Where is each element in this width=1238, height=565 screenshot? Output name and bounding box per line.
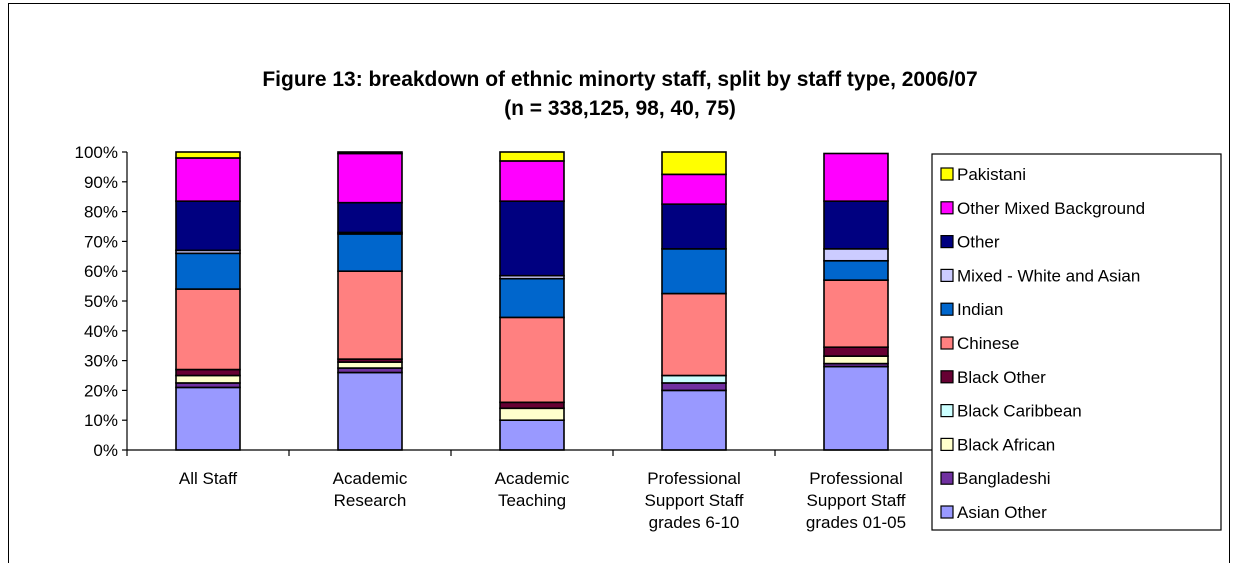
bar-segment-bangladeshi-4	[661, 382, 727, 392]
bar-segment-black-other-3	[499, 401, 565, 410]
bar-segment-chinese-5	[823, 279, 889, 348]
x-category-label: All Staff	[179, 469, 238, 488]
bar-segment-pakistani-1	[175, 151, 241, 159]
x-category-label: Professional	[647, 469, 741, 488]
legend-label-asian-other: Asian Other	[957, 503, 1047, 522]
y-tick-label: 40%	[84, 322, 118, 341]
bar-segment-black-other-1	[175, 368, 241, 377]
y-tick-label: 20%	[84, 381, 118, 400]
bar-segment-other-mixed-background-1	[175, 157, 241, 202]
bar-segment-chinese-4	[661, 292, 727, 377]
bar-segment-indian-1	[175, 252, 241, 290]
bar-segment-asian-other-2	[337, 371, 403, 451]
plot-area	[175, 151, 889, 451]
bar-segment-other-1	[175, 200, 241, 252]
y-tick-label: 90%	[84, 173, 118, 192]
y-tick-label: 50%	[84, 292, 118, 311]
x-category-label: Research	[334, 491, 407, 510]
legend-swatch-bangladeshi	[940, 471, 954, 485]
bar-segment-other-3	[499, 200, 565, 277]
bar-segment-pakistani-4	[661, 151, 727, 176]
chart-title: Figure 13: breakdown of ethnic minorty s…	[262, 68, 977, 91]
bar-segment-other-5	[823, 200, 889, 250]
x-category-label: Support Staff	[645, 491, 744, 510]
legend-label-indian: Indian	[957, 300, 1003, 319]
y-tick-label: 60%	[84, 262, 118, 281]
bar-segment-indian-2	[337, 233, 403, 272]
bar-segment-indian-4	[661, 248, 727, 295]
bar-segment-chinese-2	[337, 270, 403, 360]
legend-swatch-indian	[940, 302, 954, 316]
legend-swatch-chinese	[940, 336, 954, 350]
bar-segment-other-mixed-background-4	[661, 173, 727, 205]
legend-swatch-black-caribbean	[940, 404, 954, 418]
x-category-label: grades 6-10	[649, 513, 740, 532]
bar-segment-other-mixed-background-5	[823, 152, 889, 202]
legend-swatch-other-mixed-background	[940, 201, 954, 215]
bar-segment-pakistani-2	[337, 151, 403, 155]
x-category-label: Academic	[333, 469, 408, 488]
y-tick-label: 10%	[84, 411, 118, 430]
y-tick-label: 30%	[84, 352, 118, 371]
bar-segment-black-african-2	[337, 361, 403, 369]
legend-label-black-caribbean: Black Caribbean	[957, 402, 1082, 421]
bar-segment-chinese-1	[175, 288, 241, 371]
legend-label-other-mixed-background: Other Mixed Background	[957, 199, 1145, 218]
legend-label-bangladeshi: Bangladeshi	[957, 469, 1051, 488]
chart-frame: Figure 13: breakdown of ethnic minorty s…	[8, 3, 1230, 563]
x-category-label: Teaching	[498, 491, 566, 510]
y-tick-label: 100%	[75, 143, 118, 162]
legend: Pakistani Other Mixed Background Other Mixe…	[931, 153, 1222, 531]
bar-segment-chinese-3	[499, 316, 565, 404]
bar-segment-black-caribbean-4	[661, 374, 727, 384]
axes: 0% 10% 20% 30% 40% 50% 60% 70% 80% 90% 100% All Sta…	[75, 143, 938, 532]
bar-segment-indian-3	[499, 277, 565, 319]
bar-segment-black-african-5	[823, 355, 889, 365]
legend-box	[931, 153, 1222, 531]
bar-segment-pakistani-3	[499, 151, 565, 162]
bar-segment-black-african-1	[175, 374, 241, 384]
legend-label-other: Other	[957, 233, 1000, 252]
bar-segment-other-mixed-background-2	[337, 152, 403, 204]
legend-label-chinese: Chinese	[957, 334, 1019, 353]
legend-swatch-asian-other	[940, 505, 954, 519]
bar-segment-other-2	[337, 201, 403, 234]
x-category-label: Support Staff	[807, 491, 906, 510]
bar-segment-asian-other-1	[175, 386, 241, 451]
x-category-label: Academic	[495, 469, 570, 488]
y-tick-label: 70%	[84, 232, 118, 251]
legend-label-black-other: Black Other	[957, 368, 1046, 387]
chart: Figure 13: breakdown of ethnic minorty s…	[75, 68, 1222, 532]
y-tick-label: 0%	[93, 441, 118, 460]
y-tick-label: 80%	[84, 203, 118, 222]
legend-label-pakistani: Pakistani	[957, 165, 1026, 184]
bar-segment-other-mixed-background-3	[499, 160, 565, 202]
legend-label-black-african: Black African	[957, 435, 1055, 454]
bar-segment-indian-5	[823, 259, 889, 281]
legend-swatch-black-african	[940, 437, 954, 451]
legend-label-mixed-white-and-asian: Mixed - White and Asian	[957, 266, 1140, 285]
bar-segment-asian-other-4	[661, 389, 727, 451]
bar-segment-asian-other-5	[823, 365, 889, 451]
legend-swatch-mixed-white-and-asian	[940, 268, 954, 282]
legend-swatch-black-other	[940, 370, 954, 384]
bar-segment-mixed-white-and-asian-5	[823, 248, 889, 262]
bar-segment-asian-other-3	[499, 419, 565, 451]
bar-segment-black-african-3	[499, 407, 565, 421]
chart-subtitle: (n = 338,125, 98, 40, 75)	[504, 97, 736, 120]
bar-segment-black-other-5	[823, 346, 889, 357]
bar-segment-other-4	[661, 203, 727, 250]
legend-swatch-pakistani	[940, 167, 954, 181]
x-category-label: grades 01-05	[806, 513, 906, 532]
x-category-label: Professional	[809, 469, 903, 488]
legend-swatch-other	[940, 235, 954, 249]
